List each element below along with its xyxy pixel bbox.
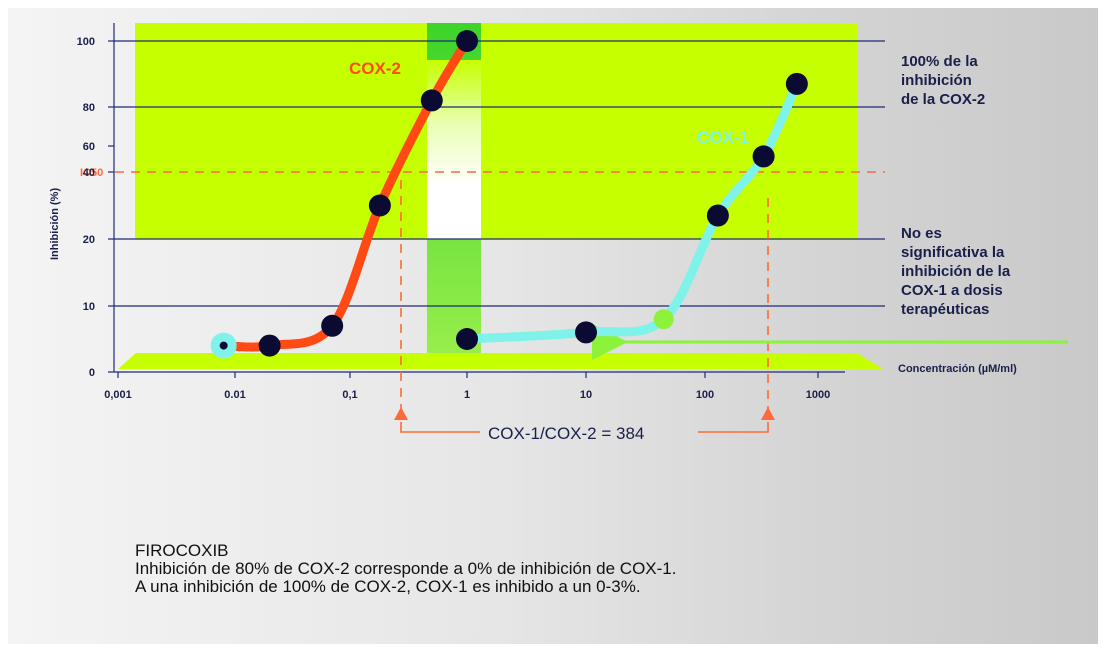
x-tick-label: 1000 [806,389,830,401]
y-axis-label: Inhibición (%) [49,188,61,260]
annotation-mid-line: No es [901,225,942,242]
data-point-cox-2 [258,334,281,357]
ic50-label: IC50 [80,167,103,179]
x-tick-label: 0,001 [104,389,132,401]
annotation-mid-line: inhibición de la [901,263,1011,280]
y-tick-label: 20 [83,234,95,246]
green-band [135,23,857,239]
y-ticks: 0 10 20 40 60 80 100 [77,36,114,379]
series-layer [210,30,808,359]
data-point-cox-2 [456,30,478,52]
annotation-mid-line: COX-1 a dosis [901,282,1003,299]
series-label-cox1: COX-1 [697,128,749,147]
footnote-line: Inhibición de 80% de COX-2 corresponde a… [135,559,677,578]
data-point-cox-1 [575,321,597,344]
annotation-mid-right: No es significativa la inhibición de la … [901,225,1011,318]
annotation-top-line: 100% de la [901,53,978,70]
data-point-cox-2 [321,314,344,337]
data-point-cox-1 [785,72,808,95]
gridlines [114,40,885,307]
footnote-title: FIROCOXIB [135,541,229,560]
footnote: FIROCOXIB Inhibición de 80% de COX-2 cor… [135,542,677,596]
data-point-cox-1 [752,145,775,168]
annotation-top-right: 100% de la inhibición de la COX-2 [901,53,985,108]
data-point-cox-1 [706,204,729,227]
y-tick-label: 60 [83,141,95,153]
data-point-cox-1 [653,309,674,330]
cox2-arrowhead [394,407,408,420]
data-point-cox-2 [420,89,443,112]
y-tick-label: 0 [89,367,95,379]
x-ticks: 0,001 0.01 0,1 1 10 100 1000 [104,372,830,401]
ratio-label: COX-1/COX-2 = 384 [488,424,644,443]
data-point-cox-2 [219,341,228,350]
y-tick-label: 80 [83,102,95,114]
annotation-mid-line: terapéuticas [901,301,989,318]
x-tick-label: 0.01 [224,389,245,401]
footnote-line: A una inhibición de 100% de COX-2, COX-1… [135,577,641,596]
x-tick-label: 100 [696,389,714,401]
y-tick-label: 40 [83,167,95,179]
x-axis-label: Concentración (µM/ml) [898,363,1017,375]
annotation-mid-line: significativa la [901,244,1005,261]
data-point-cox-2 [368,194,391,217]
cox1-arrowhead [761,407,775,420]
x-tick-label: 0,1 [342,389,357,401]
ratio-bracket [400,422,769,433]
y-tick-label: 10 [83,301,95,313]
y-tick-label: 100 [77,36,95,48]
series-label-cox2: COX-2 [349,59,401,78]
data-point-cox-1 [456,328,478,350]
annotation-top-line: inhibición [901,72,972,89]
annotation-top-line: de la COX-2 [901,91,985,108]
x-tick-label: 1 [464,389,470,401]
x-tick-label: 10 [580,389,592,401]
floor-band [118,353,883,369]
